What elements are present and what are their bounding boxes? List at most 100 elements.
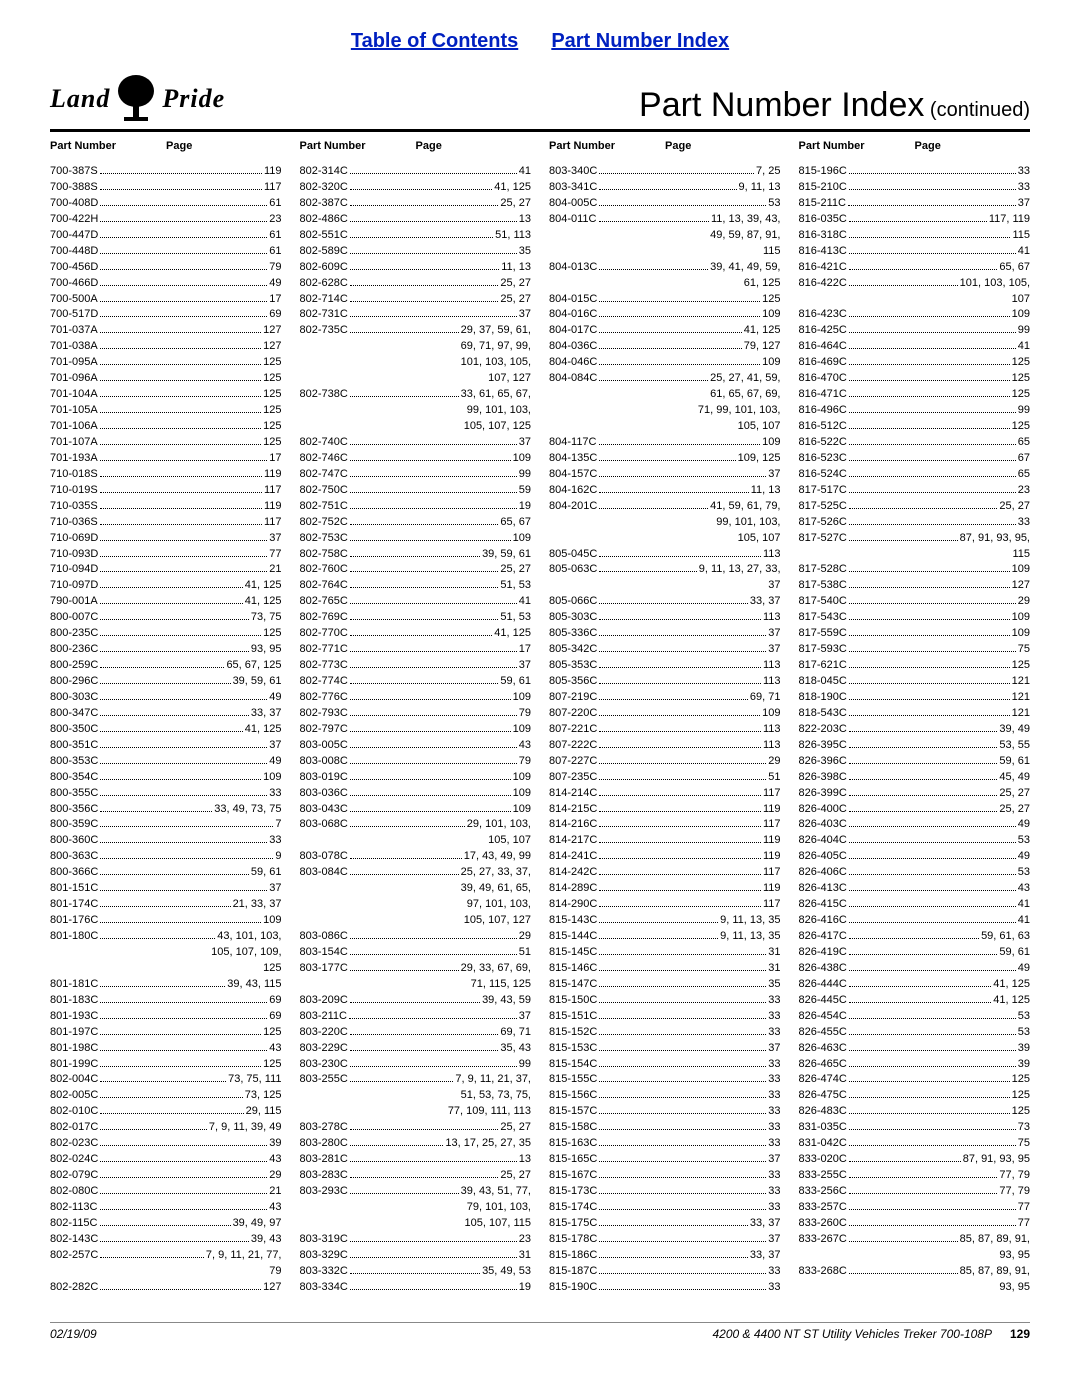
part-number: 815-187C [549, 1264, 597, 1280]
leader-dots [350, 619, 499, 620]
index-entry: 804-036C79, 127 [549, 339, 781, 355]
page-ref: 33 [768, 1184, 780, 1200]
part-number: 818-543C [799, 706, 847, 722]
index-entry: 816-422C101, 103, 105, [799, 276, 1031, 292]
index-entry: 815-211C37 [799, 196, 1031, 212]
part-number: 816-471C [799, 387, 847, 403]
leader-dots [100, 332, 261, 333]
part-number: 802-735C [300, 323, 348, 339]
leader-dots [599, 842, 761, 843]
index-entry: 802-793C79 [300, 706, 532, 722]
page-footer: 02/19/09 4200 & 4400 NT ST Utility Vehic… [50, 1322, 1030, 1341]
toc-link[interactable]: Table of Contents [351, 30, 518, 52]
part-number: 807-227C [549, 754, 597, 770]
index-entry: 826-419C59, 61 [799, 945, 1031, 961]
leader-dots [350, 635, 492, 636]
part-number: 804-084C [549, 371, 597, 387]
index-entry: 700-517D69 [50, 307, 282, 323]
page-ref: 41 [1018, 244, 1030, 260]
part-number: 815-186C [549, 1248, 597, 1264]
page-ref: 43 [519, 738, 531, 754]
page-ref: 33 [768, 1025, 780, 1041]
leader-dots [599, 1081, 766, 1082]
leader-dots [100, 1209, 268, 1210]
index-entry: 804-013C39, 41, 49, 59, [549, 260, 781, 276]
page-ref: 77 [269, 547, 281, 563]
leader-dots [599, 1113, 766, 1114]
part-number: 826-405C [799, 849, 847, 865]
page-ref: 69, 71, 97, 99, [461, 339, 531, 355]
part-number: 826-415C [799, 897, 847, 913]
leader-dots [849, 651, 1016, 652]
part-number: 802-320C [300, 180, 348, 196]
leader-dots [599, 316, 760, 317]
leader-dots [100, 1241, 249, 1242]
leader-dots [350, 269, 499, 270]
page-ref: 25, 27 [500, 276, 531, 292]
part-number: 822-203C [799, 722, 847, 738]
part-number: 800-359C [50, 817, 98, 833]
part-number: 710-019S [50, 483, 98, 499]
leader-dots [350, 173, 517, 174]
part-number: 817-559C [799, 626, 847, 642]
part-number: 802-773C [300, 658, 348, 674]
index-entry: 815-154C33 [549, 1057, 781, 1073]
page-ref: 105, 107 [738, 531, 781, 547]
index-entry: 802-774C59, 61 [300, 674, 532, 690]
page-ref: 41 [519, 164, 531, 180]
leader-dots [100, 763, 267, 764]
index-entry-continuation: 105, 107, 115 [300, 1216, 532, 1232]
page-ref: 25, 27 [500, 562, 531, 578]
leader-dots [599, 731, 761, 732]
index-entry: 700-448D61 [50, 244, 282, 260]
pni-link[interactable]: Part Number Index [551, 30, 729, 52]
index-entry: 803-329C31 [300, 1248, 532, 1264]
page-ref: 121 [1012, 706, 1030, 722]
part-number: 802-387C [300, 196, 348, 212]
page-ref: 109 [513, 531, 531, 547]
page-ref: 25, 27, 33, 37, [461, 865, 531, 881]
leader-dots [849, 826, 1016, 827]
leader-dots [599, 1225, 748, 1226]
index-column: Part NumberPage700-387S119700-388S117700… [50, 140, 282, 1296]
index-entry: 700-500A17 [50, 292, 282, 308]
page-ref: 39 [269, 1136, 281, 1152]
part-number: 802-797C [300, 722, 348, 738]
column-header: Part NumberPage [50, 140, 282, 152]
part-number: 815-155C [549, 1072, 597, 1088]
leader-dots [849, 954, 998, 955]
part-number: 800-296C [50, 674, 98, 690]
index-entry: 802-758C39, 59, 61 [300, 547, 532, 563]
part-number: 804-011C [549, 212, 597, 228]
page-ref: 109 [263, 913, 281, 929]
index-entry: 710-019S117 [50, 483, 282, 499]
leader-dots [350, 205, 499, 206]
page-ref: 13 [519, 1152, 531, 1168]
part-number: 814-241C [549, 849, 597, 865]
leader-dots [849, 683, 1010, 684]
part-number: 700-500A [50, 292, 98, 308]
index-entry: 815-155C33 [549, 1072, 781, 1088]
leader-dots [599, 1145, 766, 1146]
part-number: 710-069D [50, 531, 98, 547]
index-entry: 803-340C7, 25 [549, 164, 781, 180]
leader-dots [599, 986, 766, 987]
part-number: 804-117C [549, 435, 597, 451]
page-ref: 53 [1018, 865, 1030, 881]
page-ref: 25, 27 [500, 1168, 531, 1184]
leader-dots [849, 1225, 1016, 1226]
part-number: 803-220C [300, 1025, 348, 1041]
page-ref: 125 [263, 435, 281, 451]
page-ref: 51, 53 [500, 578, 531, 594]
index-entry-continuation: 37 [549, 578, 781, 594]
page-ref: 29, 115 [246, 1104, 282, 1120]
index-entry: 816-035C117, 119 [799, 212, 1031, 228]
page-ref: 109 [263, 770, 281, 786]
index-entry: 833-268C85, 87, 89, 91, [799, 1264, 1031, 1280]
leader-dots [100, 173, 262, 174]
part-number: 815-143C [549, 913, 597, 929]
index-entry: 833-020C87, 91, 93, 95 [799, 1152, 1031, 1168]
page-ref: 67 [1018, 451, 1030, 467]
index-entry: 826-406C53 [799, 865, 1031, 881]
page-ref: 53 [1018, 833, 1030, 849]
